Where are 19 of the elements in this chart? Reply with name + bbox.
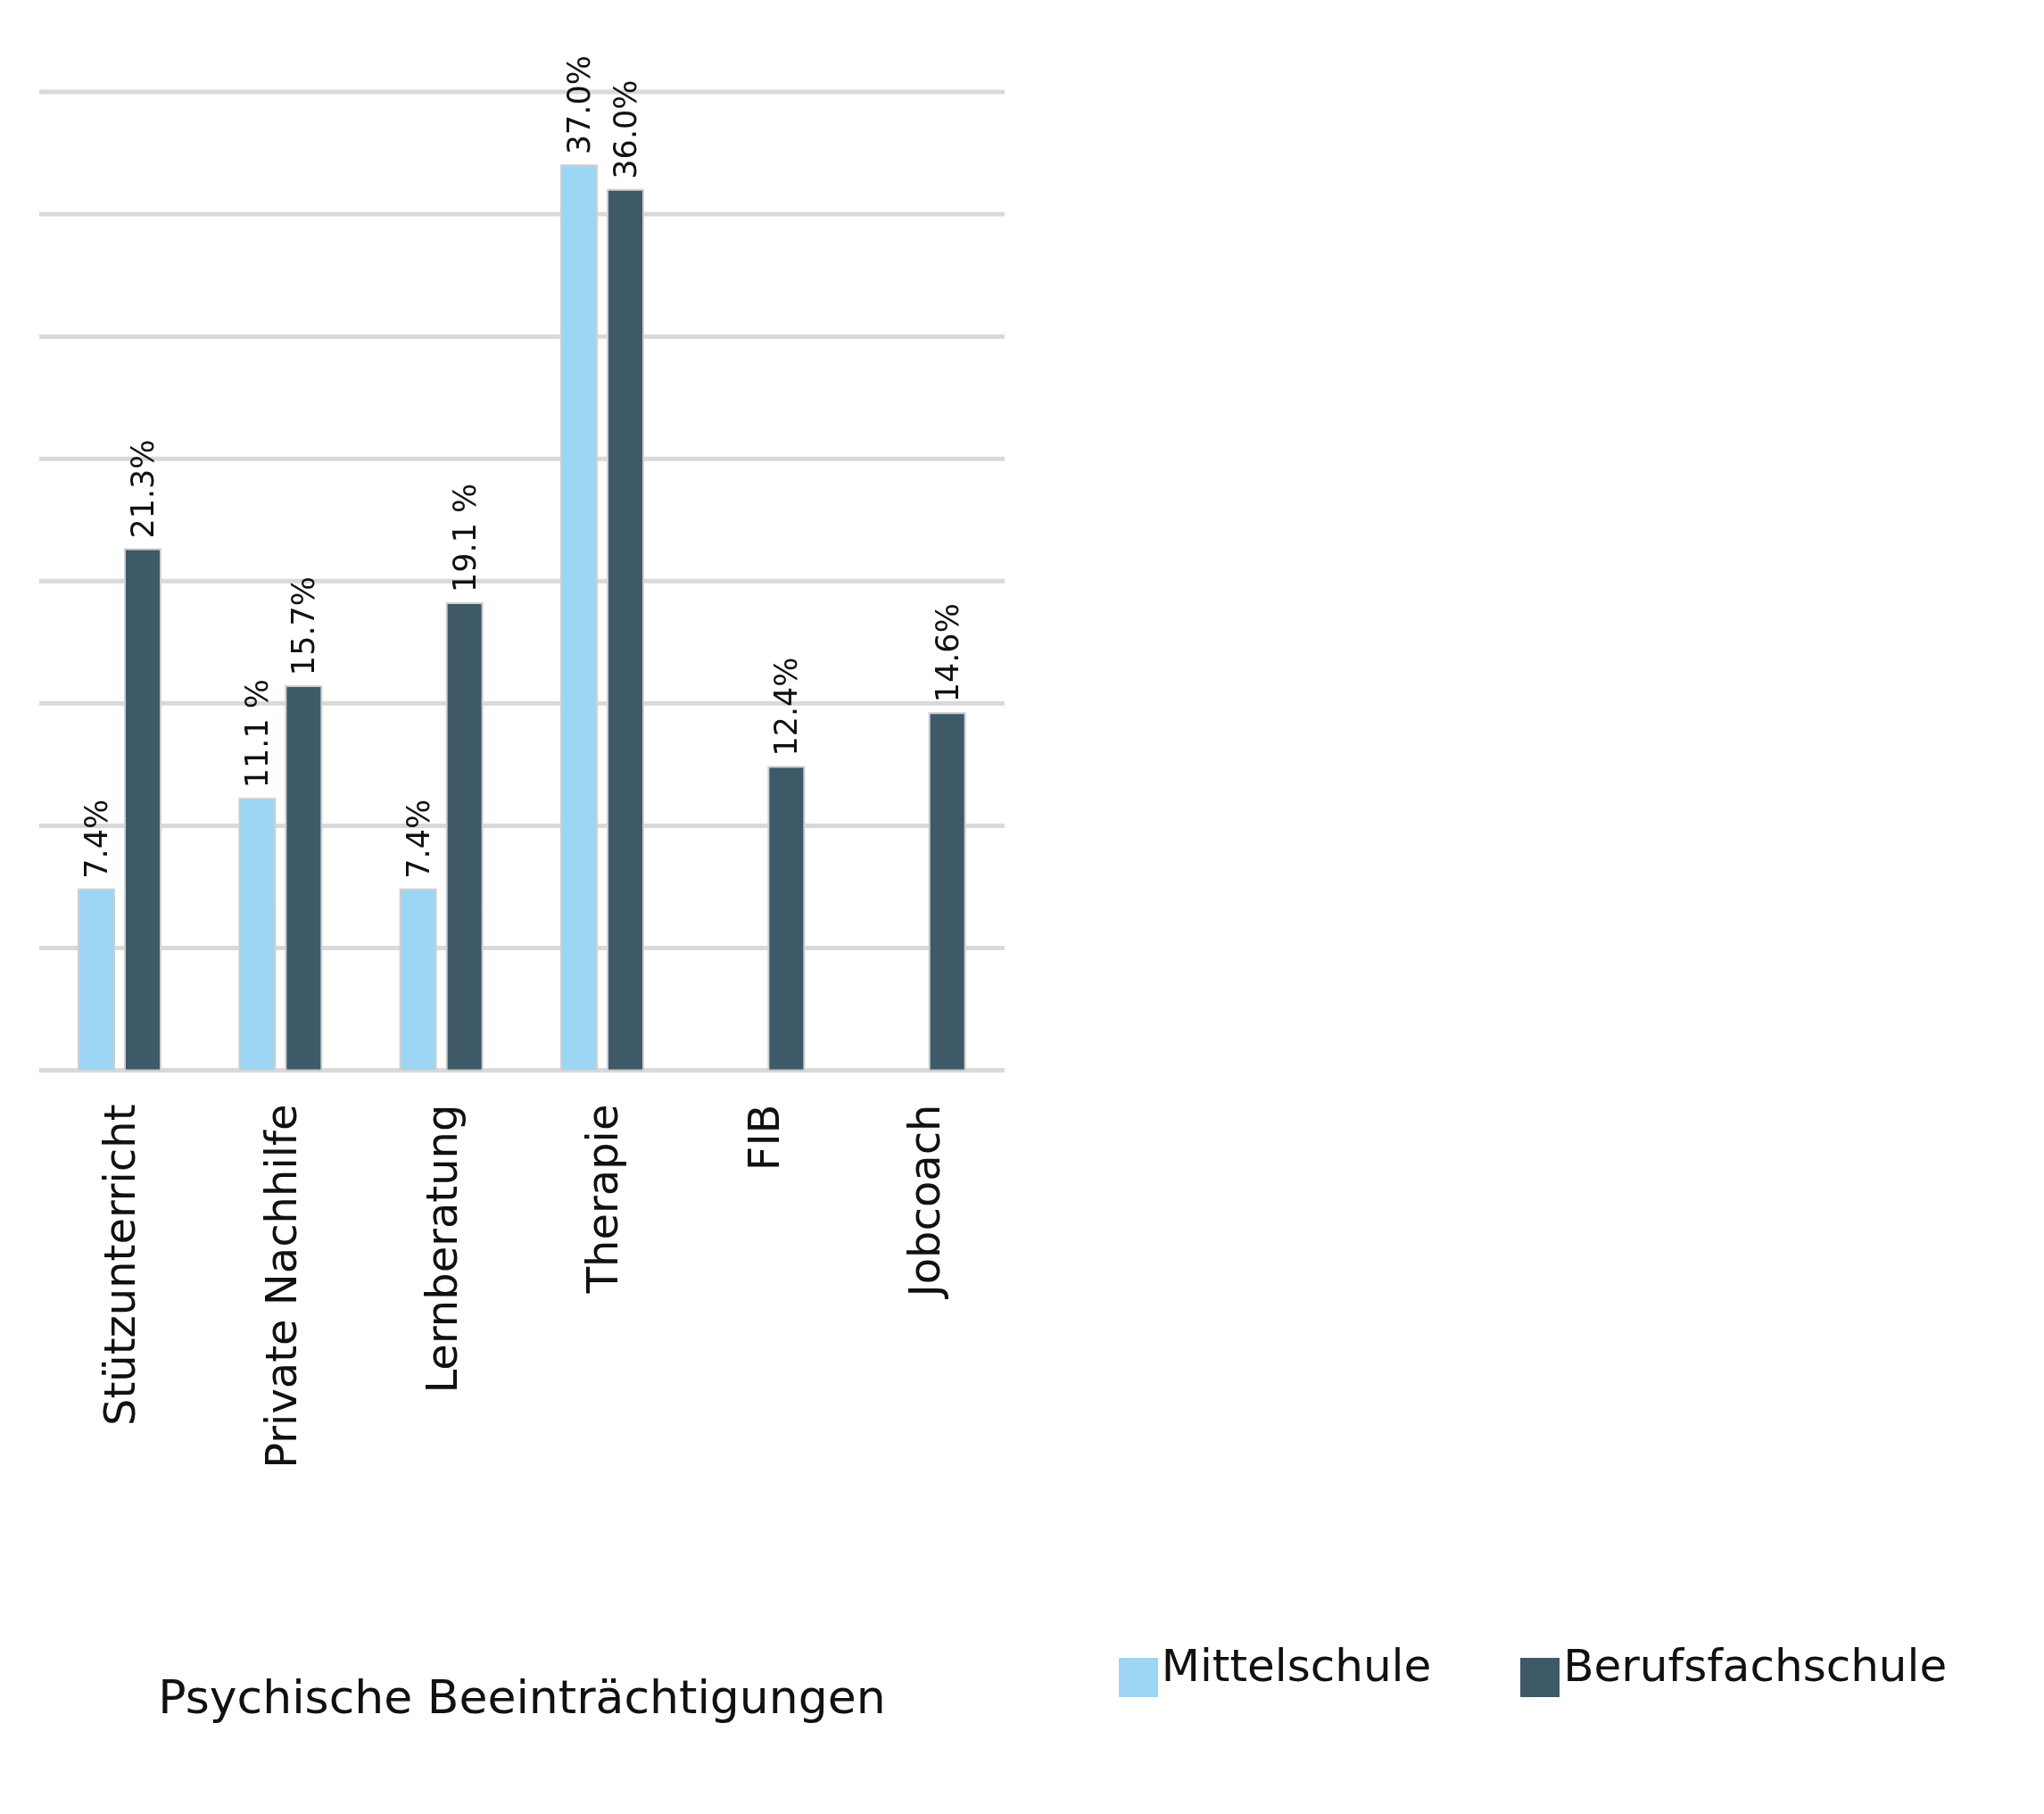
x-tick-label: Stützunterricht: [95, 1104, 145, 1427]
data-label: 14.6%: [929, 603, 965, 703]
data-label: 7.4%: [79, 799, 114, 879]
legend-label: Mittelschule: [1161, 1640, 1432, 1692]
data-label: 19.1 %: [446, 483, 483, 592]
data-label: 37.0%: [561, 55, 597, 155]
x-tick-label: Jobcoach: [898, 1104, 949, 1300]
data-label: 12.4%: [768, 657, 805, 757]
x-tick-label: Private Nachhilfe: [255, 1104, 306, 1469]
data-label: 21.3%: [125, 439, 161, 539]
x-tick-label: Therapie: [577, 1104, 628, 1295]
data-label: 7.4%: [400, 799, 436, 879]
x-tick-label: Lernberatung: [416, 1104, 467, 1394]
data-label: 11.1 %: [239, 678, 276, 789]
data-label: 36.0%: [608, 79, 643, 179]
x-axis-title: Psychische Beeinträchtigungen: [158, 1669, 886, 1724]
x-tick-label: FIB: [738, 1104, 789, 1172]
legend-label: Berufsfachschule: [1563, 1640, 1948, 1692]
data-label: 15.7%: [285, 576, 322, 676]
